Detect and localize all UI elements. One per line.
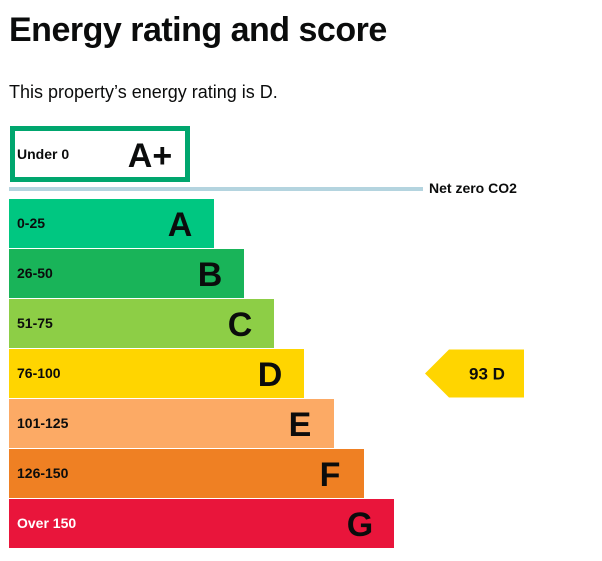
- band-d-bar: [9, 349, 304, 398]
- band-b-range: 26-50: [17, 265, 53, 281]
- current-rating-marker: [425, 349, 524, 398]
- page-title: Energy rating and score: [9, 11, 387, 49]
- band-f-letter: F: [320, 456, 341, 494]
- band-a-plus-range: Under 0: [17, 146, 69, 162]
- band-e-bar: [9, 399, 334, 448]
- band-e-range: 101-125: [17, 415, 69, 431]
- band-b-bar: [9, 249, 244, 298]
- band-a-range: 0-25: [17, 215, 45, 231]
- band-a-plus-bar: [10, 126, 190, 182]
- band-g-range: Over 150: [17, 515, 76, 531]
- current-rating-label: 93 D: [469, 365, 505, 384]
- band-a-bar: [9, 199, 214, 248]
- band-d-range: 76-100: [17, 365, 61, 381]
- band-a-letter: A: [168, 206, 193, 244]
- band-c-letter: C: [228, 306, 253, 344]
- band-g-letter: G: [347, 506, 373, 544]
- net-zero-label: Net zero CO2: [429, 180, 517, 196]
- band-f-range: 126-150: [17, 465, 69, 481]
- band-g-bar: [9, 499, 394, 548]
- band-c-range: 51-75: [17, 315, 53, 331]
- rating-summary: This property’s energy rating is D.: [9, 82, 278, 102]
- band-a-plus-letter: A+: [128, 137, 172, 175]
- band-e-letter: E: [289, 406, 312, 444]
- band-d-letter: D: [258, 356, 283, 394]
- band-c-bar: [9, 299, 274, 348]
- band-b-letter: B: [198, 256, 223, 294]
- band-f-bar: [9, 449, 364, 498]
